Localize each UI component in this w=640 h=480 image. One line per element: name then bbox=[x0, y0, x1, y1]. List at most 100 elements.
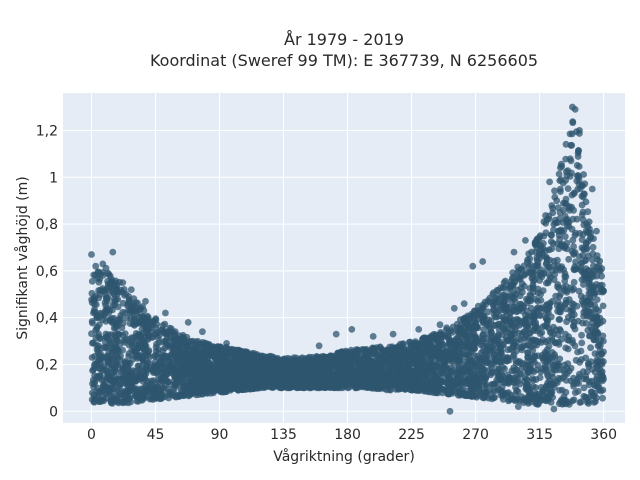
data-point bbox=[517, 336, 525, 344]
data-point bbox=[538, 388, 546, 396]
data-point bbox=[552, 292, 560, 300]
data-point bbox=[578, 236, 586, 244]
data-point bbox=[589, 307, 597, 315]
data-point bbox=[439, 366, 447, 374]
data-point bbox=[581, 190, 588, 198]
data-point bbox=[96, 291, 104, 298]
data-point bbox=[118, 388, 126, 395]
data-point bbox=[577, 398, 585, 406]
data-point bbox=[595, 307, 602, 314]
data-point bbox=[575, 180, 583, 188]
data-point bbox=[479, 347, 487, 355]
data-point bbox=[576, 230, 584, 237]
data-point bbox=[589, 243, 597, 251]
data-point bbox=[194, 338, 202, 345]
data-point bbox=[113, 386, 120, 394]
data-point bbox=[528, 395, 536, 402]
data-point bbox=[321, 384, 329, 392]
data-point bbox=[555, 316, 563, 323]
data-point bbox=[130, 295, 138, 302]
data-point bbox=[570, 380, 577, 388]
data-point bbox=[104, 367, 111, 375]
data-point bbox=[435, 354, 442, 362]
data-point bbox=[494, 287, 502, 294]
data-point bbox=[435, 340, 443, 348]
data-point bbox=[580, 281, 587, 288]
data-point bbox=[555, 284, 563, 292]
data-point bbox=[479, 342, 487, 350]
data-point bbox=[172, 351, 180, 359]
data-point bbox=[462, 379, 469, 387]
data-point bbox=[112, 284, 120, 292]
data-point bbox=[557, 188, 564, 196]
data-point bbox=[600, 287, 607, 295]
data-point bbox=[531, 239, 539, 247]
data-point bbox=[129, 367, 137, 374]
data-point bbox=[520, 377, 528, 385]
data-point bbox=[580, 308, 588, 316]
data-point bbox=[478, 370, 486, 377]
data-point bbox=[446, 346, 454, 354]
data-point bbox=[185, 362, 193, 370]
data-point bbox=[564, 336, 571, 344]
data-point bbox=[551, 339, 559, 346]
data-point bbox=[573, 302, 581, 310]
data-point bbox=[514, 378, 521, 385]
data-point bbox=[347, 370, 354, 378]
data-point bbox=[580, 221, 588, 229]
data-point bbox=[533, 254, 541, 261]
data-point bbox=[481, 382, 488, 390]
data-point bbox=[279, 356, 286, 364]
data-point bbox=[163, 330, 171, 337]
data-point bbox=[152, 343, 160, 351]
data-point bbox=[167, 389, 174, 397]
data-point bbox=[162, 337, 170, 345]
data-point bbox=[556, 355, 564, 363]
data-point bbox=[175, 393, 182, 400]
data-point bbox=[130, 315, 138, 322]
data-point bbox=[128, 340, 136, 348]
data-point bbox=[327, 353, 334, 361]
data-point bbox=[592, 376, 600, 383]
data-point bbox=[474, 352, 481, 360]
data-point bbox=[115, 331, 123, 338]
data-point bbox=[521, 271, 529, 278]
data-point bbox=[574, 317, 582, 325]
data-point bbox=[382, 367, 390, 375]
data-point bbox=[105, 271, 113, 278]
data-point bbox=[568, 305, 575, 313]
data-point bbox=[512, 390, 519, 398]
data-point bbox=[114, 303, 122, 311]
data-point bbox=[585, 229, 593, 237]
data-point bbox=[567, 284, 575, 292]
data-point bbox=[92, 341, 100, 349]
data-point bbox=[584, 208, 592, 216]
data-point bbox=[499, 314, 507, 321]
data-point bbox=[536, 269, 544, 277]
data-point bbox=[110, 290, 118, 298]
data-point bbox=[121, 292, 128, 299]
data-point bbox=[120, 286, 128, 293]
data-point bbox=[559, 242, 567, 250]
data-point bbox=[599, 394, 606, 402]
data-point bbox=[554, 204, 562, 212]
data-point bbox=[161, 344, 169, 352]
data-point bbox=[480, 326, 487, 333]
data-point bbox=[383, 386, 391, 394]
data-point bbox=[515, 329, 523, 337]
data-point bbox=[88, 289, 96, 297]
data-point bbox=[579, 216, 587, 224]
data-point bbox=[495, 331, 502, 339]
data-point bbox=[88, 354, 96, 361]
data-point bbox=[537, 305, 544, 313]
data-point bbox=[561, 361, 568, 369]
data-point bbox=[527, 304, 535, 312]
data-point bbox=[556, 215, 563, 223]
data-point bbox=[499, 341, 506, 349]
data-point bbox=[96, 275, 104, 283]
data-point bbox=[170, 343, 178, 351]
data-point bbox=[94, 323, 101, 331]
data-point bbox=[598, 265, 606, 272]
data-point bbox=[545, 263, 553, 271]
data-point bbox=[456, 345, 464, 353]
